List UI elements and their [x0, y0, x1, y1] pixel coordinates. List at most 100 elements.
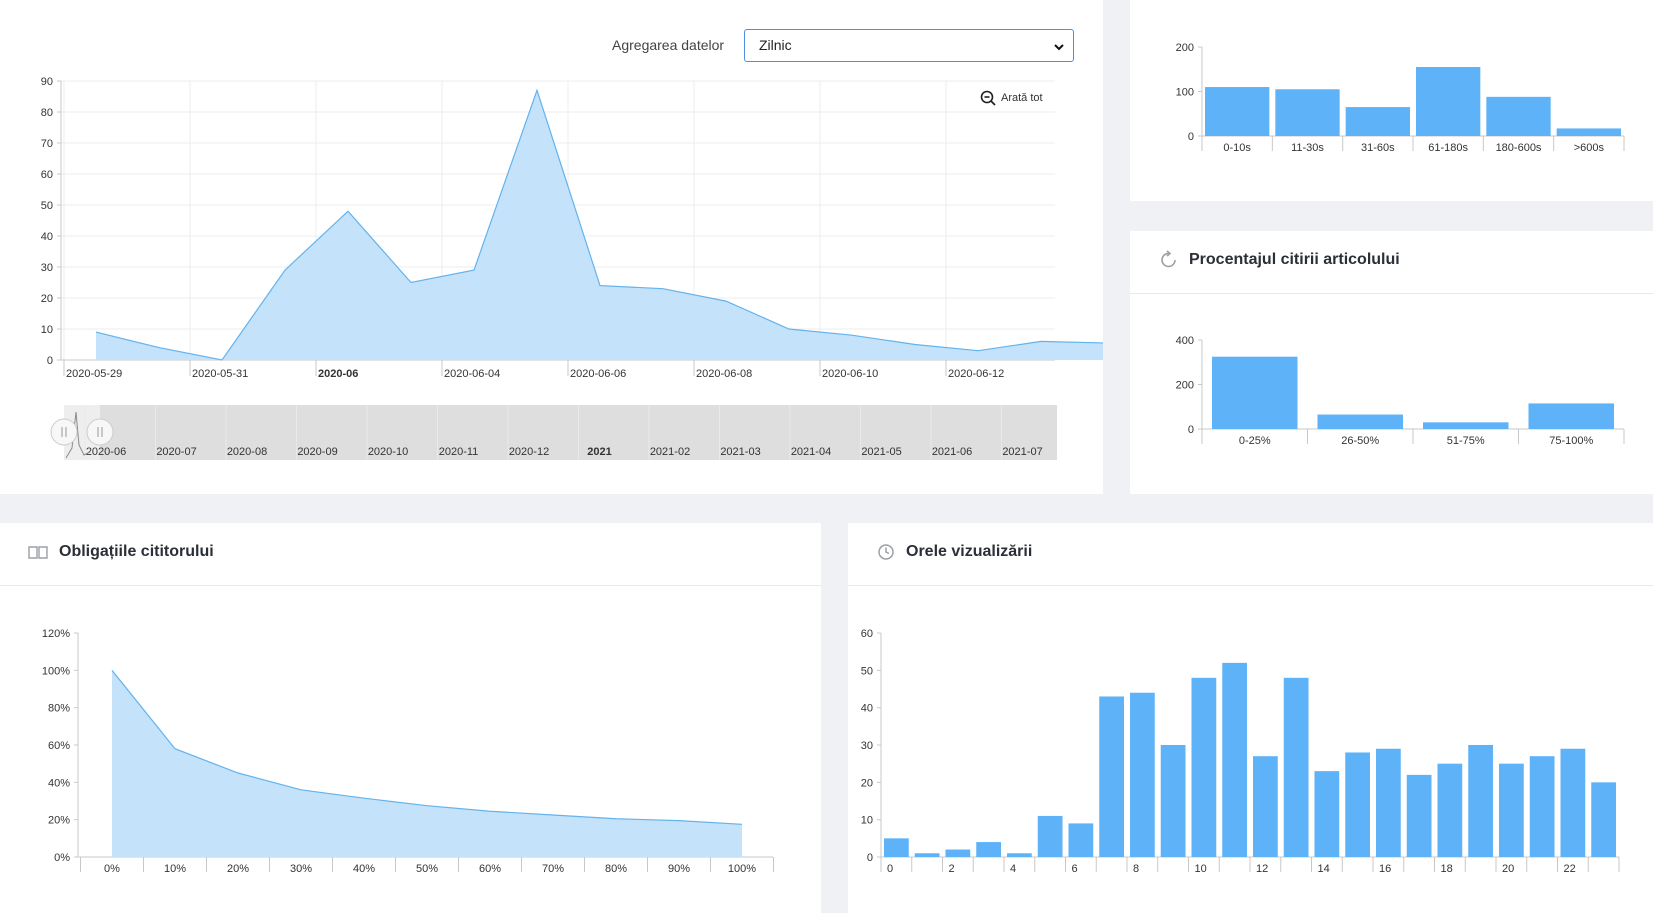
x-tick-label: 0-10s [1223, 142, 1251, 154]
reading-percent-panel: Procentajul citirii articolului 0 200 400 0… [1130, 231, 1653, 494]
x-tick-label: 2020-06-04 [444, 368, 500, 380]
x-tick-label: 80% [605, 863, 627, 875]
panel-title: Orele vizualizării [906, 543, 1033, 560]
panel-header: Orele vizualizării [848, 523, 1653, 586]
x-tick-label: 2020-06-12 [948, 368, 1004, 380]
bar [1486, 96, 1551, 136]
y-tick-label: 60% [48, 740, 70, 752]
x-tick-label: 31-60s [1361, 142, 1395, 154]
navigator-label: 2020-06 [86, 446, 126, 458]
x-tick-label: 61-180s [1428, 142, 1468, 154]
duration-chart: 0 100 200 0-10s 11-30s 31-60s 61-180s 180-600s >… [1176, 42, 1625, 154]
x-tick-label: 11-30s [1291, 142, 1324, 154]
bar [1406, 774, 1432, 857]
y-tick-label: 200 [1176, 42, 1194, 54]
bar [914, 853, 940, 857]
x-tick-label: 2020-05-31 [192, 368, 248, 380]
bar [945, 849, 971, 857]
x-tick-label: 10% [164, 863, 186, 875]
y-tick-label: 10 [861, 815, 873, 827]
y-tick-label: 0 [867, 852, 873, 864]
refresh-icon [1158, 249, 1180, 271]
timeline-chart: 0 10 20 30 40 50 60 70 80 90 2020-05-29 2020-05-31 2… [41, 76, 1103, 460]
navigator-label: 2020-08 [227, 446, 267, 458]
x-tick-label: 14 [1318, 863, 1330, 875]
bar [1222, 662, 1247, 857]
y-tick-label: 60 [41, 169, 53, 181]
y-tick-label: 30 [41, 262, 53, 274]
x-tick-label: 2020-06 [318, 368, 358, 380]
bar [1499, 763, 1524, 857]
navigator-series [65, 411, 91, 459]
bar [1317, 414, 1403, 429]
area-line [111, 669, 743, 825]
aggregation-select[interactable]: Zilnic [744, 29, 1074, 62]
y-tick-label: 50 [41, 200, 53, 212]
bar [1345, 107, 1410, 136]
bar [1191, 677, 1217, 857]
navigator-label: 2021-03 [720, 446, 760, 458]
aggregation-label: Agregarea datelor [612, 37, 725, 53]
view-hours-panel: Orele vizualizării 0 10 20 30 40 50 60 0 2 4 6 8 10 1… [848, 523, 1653, 913]
y-tick-label: 0 [1188, 424, 1194, 436]
y-tick-label: 0% [54, 852, 70, 864]
bar [1253, 756, 1278, 857]
x-tick-label: 8 [1133, 863, 1139, 875]
y-tick-label: 20 [41, 293, 53, 305]
x-tick-label: >600s [1574, 142, 1605, 154]
area-line [95, 88, 1103, 361]
x-tick-label: 0 [887, 863, 893, 875]
x-tick-label: 2020-06-06 [570, 368, 626, 380]
y-tick-label: 40% [48, 777, 70, 789]
aggregation-select-value: Zilnic [759, 37, 792, 53]
x-tick-label: 51-75% [1447, 435, 1485, 447]
bar [1068, 823, 1094, 857]
x-tick-label: 50% [416, 863, 438, 875]
show-all-button[interactable]: Arată tot [980, 88, 1043, 108]
y-tick-label: 120% [42, 628, 70, 640]
view-hours-chart: 0 10 20 30 40 50 60 0 2 4 6 8 10 12 14 16 18 20 22 [861, 628, 1620, 875]
x-tick-label: 40% [353, 863, 375, 875]
x-tick-label: 0% [104, 863, 120, 875]
x-tick-label: 60% [479, 863, 501, 875]
reader-obligations-panel: Obligațiile cititorului 0% 20% 40% 60% 80% 10… [0, 523, 821, 913]
y-tick-label: 200 [1176, 380, 1194, 392]
bar [1130, 692, 1155, 857]
y-tick-label: 60 [861, 628, 873, 640]
y-tick-label: 20% [48, 815, 70, 827]
bar [1099, 696, 1124, 857]
x-tick-label: 75-100% [1549, 435, 1593, 447]
bar [1437, 763, 1463, 857]
bar [1376, 748, 1401, 857]
x-tick-label: 12 [1256, 863, 1268, 875]
panel-header: Obligațiile cititorului [0, 523, 821, 586]
navigator-label: 2021 [587, 446, 611, 458]
y-tick-label: 0 [1188, 131, 1194, 143]
bar [1591, 782, 1616, 857]
x-tick-label: 0-25% [1239, 435, 1271, 447]
bar [1529, 756, 1555, 857]
y-tick-label: 0 [47, 355, 53, 367]
y-tick-label: 90 [41, 76, 53, 88]
bar [1314, 771, 1340, 857]
x-tick-label: 26-50% [1341, 435, 1379, 447]
navigator-label: 2020-12 [509, 446, 549, 458]
bar [1205, 87, 1270, 136]
y-tick-label: 40 [861, 703, 873, 715]
navigator-track [64, 405, 1057, 460]
x-tick-label: 30% [290, 863, 312, 875]
x-tick-label: 10 [1195, 863, 1207, 875]
bar [1275, 89, 1340, 136]
x-tick-label: 4 [1010, 863, 1016, 875]
bar [1556, 128, 1621, 136]
x-tick-label: 90% [668, 863, 690, 875]
x-tick-label: 22 [1564, 863, 1576, 875]
book-icon [27, 541, 49, 563]
navigator-label: 2021-07 [1002, 446, 1042, 458]
bar [1212, 356, 1298, 429]
bar [1560, 748, 1586, 857]
y-tick-label: 70 [41, 138, 53, 150]
y-tick-label: 400 [1176, 335, 1194, 347]
x-tick-label: 70% [542, 863, 564, 875]
bar [1007, 853, 1032, 857]
